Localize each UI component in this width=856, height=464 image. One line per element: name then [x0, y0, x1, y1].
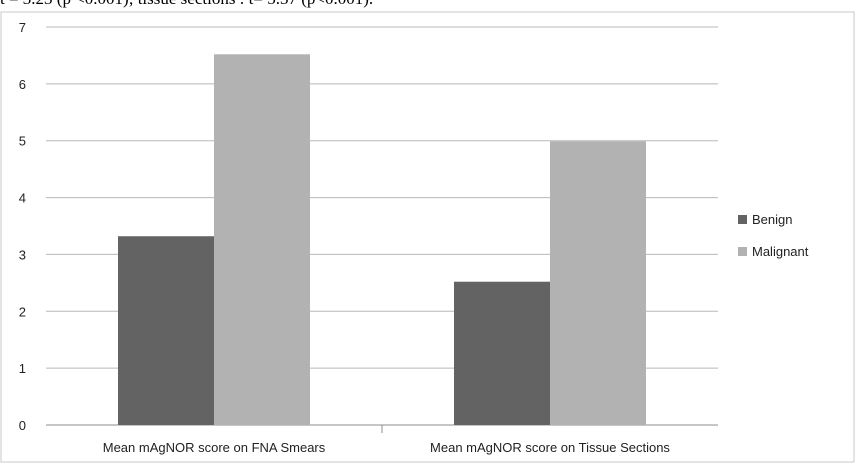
legend-swatch-benign [738, 215, 747, 224]
legend-swatch-malignant [738, 247, 747, 256]
y-tick-label: 3 [19, 247, 26, 262]
bar-benign-1 [454, 281, 550, 425]
y-tick-label: 1 [19, 361, 26, 376]
bar-malignant-1 [550, 141, 646, 426]
bar-benign-0 [118, 236, 214, 425]
legend: Benign Malignant [738, 212, 809, 259]
legend-label-benign: Benign [752, 212, 792, 227]
y-tick-label: 4 [19, 191, 26, 206]
x-tick-label: Mean mAgNOR score on FNA Smears [103, 440, 326, 455]
x-axis: Mean mAgNOR score on FNA Smears Mean mAgN… [103, 440, 671, 455]
y-tick-label: 2 [19, 304, 26, 319]
y-tick-label: 7 [19, 20, 26, 35]
bar-malignant-0 [214, 54, 310, 425]
legend-label-malignant: Malignant [752, 244, 809, 259]
chart-frame [0, 11, 855, 463]
bars [118, 54, 646, 426]
caption-fragment: t = 3.23 (p <0.001); tissue sections : t… [0, 0, 373, 11]
x-tick-label: Mean mAgNOR score on Tissue Sections [430, 440, 670, 455]
y-axis: 0 1 2 3 4 5 6 7 [19, 20, 26, 433]
y-tick-label: 5 [19, 134, 26, 149]
y-tick-label: 0 [19, 418, 26, 433]
y-tick-label: 6 [19, 77, 26, 92]
